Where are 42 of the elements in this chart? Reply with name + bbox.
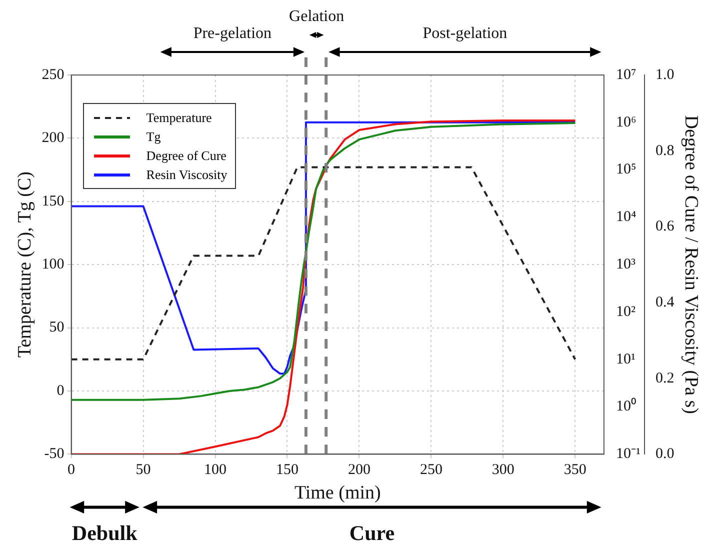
text: Cure <box>349 521 395 546</box>
text: Debulk <box>72 521 138 546</box>
x-tick-label: 0 <box>68 462 76 478</box>
x-tick-label: 250 <box>420 462 442 478</box>
legend-label: Degree of Cure <box>146 147 226 165</box>
y3-tick-label: 10¹ <box>616 351 636 368</box>
y3-tick-label: 10⁰ <box>616 398 636 415</box>
y3-tick-label: 10⁻¹ <box>616 446 640 462</box>
y-tick-label: 50 <box>49 320 64 336</box>
y-axis-title: Temperature (C), Tg (C) <box>14 172 36 358</box>
y-tick-label: 250 <box>42 66 64 83</box>
y2-tick-label: 0.8 <box>655 142 674 159</box>
y-tick-label: -50 <box>44 446 64 462</box>
y2-tick-label: 0.0 <box>655 446 674 462</box>
x-axis-title: Time (min) <box>294 482 381 504</box>
y-tick-label: 150 <box>42 193 64 210</box>
x-tick-label: 50 <box>136 462 151 478</box>
legend-label: Resin Viscosity <box>146 166 228 184</box>
y3-tick-label: 10⁵ <box>616 162 636 178</box>
x-tick-label: 150 <box>276 462 298 478</box>
text: Gelation <box>289 8 344 25</box>
y3-tick-label: 10⁷ <box>616 66 636 83</box>
y-tick-label: 0 <box>56 382 64 399</box>
y2-tick-label: 0.2 <box>655 370 674 386</box>
x-tick-label: 300 <box>492 462 514 478</box>
y3-tick-label: 10² <box>616 304 636 320</box>
y3-tick-label: 10⁴ <box>616 209 636 226</box>
text: Post-gelation <box>422 25 508 42</box>
y2-axis-title: Degree of Cure / Resin Viscosity (Pa s) <box>680 115 702 414</box>
x-tick-label: 350 <box>564 462 586 478</box>
y3-tick-label: 10⁶ <box>616 114 636 130</box>
x-tick-label: 200 <box>348 462 370 478</box>
legend-label: Tg <box>146 128 161 146</box>
text: Pre-gelation <box>193 25 272 42</box>
y3-tick-label: 10³ <box>616 256 636 273</box>
y2-tick-label: 0.6 <box>655 218 675 235</box>
y-tick-label: 200 <box>42 130 64 146</box>
y2-tick-label: 0.4 <box>655 294 675 310</box>
x-tick-label: 100 <box>204 462 227 478</box>
y-tick-label: 100 <box>42 256 64 273</box>
legend-label: Temperature <box>146 109 212 127</box>
y2-tick-label: 1.0 <box>655 66 674 83</box>
